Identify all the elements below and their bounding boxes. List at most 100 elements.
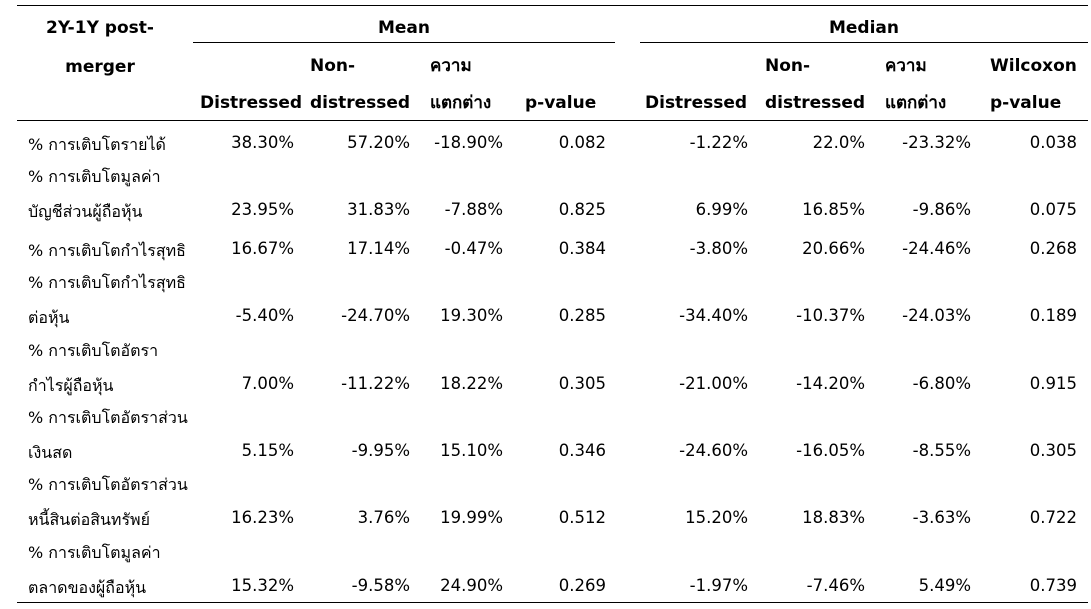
row-label-line2: เงินสด xyxy=(28,443,73,462)
table-cell: 0.075 xyxy=(1029,200,1077,219)
column-header-6-line2: distressed xyxy=(765,93,866,113)
table-cell: 0.305 xyxy=(1029,441,1077,460)
table-cell: 0.512 xyxy=(558,508,606,527)
table-cell: 0.825 xyxy=(558,200,606,219)
table-cell: 0.305 xyxy=(558,374,606,393)
table-cell: -3.80% xyxy=(689,239,748,258)
table-cell: -9.58% xyxy=(351,576,410,595)
table-cell: -5.40% xyxy=(235,306,294,325)
row-label-line1: % การเติบโตมูลค่า xyxy=(28,167,161,186)
table-cell: 18.83% xyxy=(802,508,865,527)
table-cell: -9.95% xyxy=(351,441,410,460)
table-cell: 7.00% xyxy=(241,374,294,393)
table-cell: 0.082 xyxy=(558,133,606,152)
row-label-header-line2: merger xyxy=(65,57,135,77)
column-header-3-line1: ความ xyxy=(430,56,472,76)
row-label-line2: % การเติบโตรายได้ xyxy=(28,135,166,154)
table-cell: -1.97% xyxy=(689,576,748,595)
table-cell: 15.32% xyxy=(231,576,294,595)
column-header-8-line1: Wilcoxon xyxy=(990,56,1077,76)
row-label-line1: % การเติบโตอัตราส่วน xyxy=(28,408,188,427)
table-cell: 38.30% xyxy=(231,133,294,152)
row-label-header-line1: 2Y-1Y post- xyxy=(46,18,154,38)
row-label-line2: ตลาดของผู้ถือหุ้น xyxy=(28,578,147,597)
row-label-line1: % การเติบโตอัตราส่วน xyxy=(28,475,188,494)
column-header-7-line1: ความ xyxy=(885,56,927,76)
table-cell: 0.915 xyxy=(1029,374,1077,393)
table-top-rule xyxy=(17,5,1088,6)
table-cell: 0.268 xyxy=(1029,239,1077,258)
table-cell: -18.90% xyxy=(434,133,503,152)
table-cell: 16.67% xyxy=(231,239,294,258)
table-cell: -34.40% xyxy=(679,306,748,325)
table-cell: 16.23% xyxy=(231,508,294,527)
table-cell: 0.384 xyxy=(558,239,606,258)
table-cell: 5.15% xyxy=(241,441,294,460)
table-cell: -24.03% xyxy=(902,306,971,325)
table-cell: -7.88% xyxy=(444,200,503,219)
table-cell: 0.346 xyxy=(558,441,606,460)
median-group-header: Median xyxy=(828,18,900,38)
table-cell: 15.10% xyxy=(440,441,503,460)
table-cell: 6.99% xyxy=(695,200,748,219)
table-cell: 0.038 xyxy=(1029,133,1077,152)
table-cell: 0.285 xyxy=(558,306,606,325)
median-group-rule xyxy=(640,42,1088,43)
table-cell: 23.95% xyxy=(231,200,294,219)
table-cell: 31.83% xyxy=(347,200,410,219)
row-label-line2: ต่อหุ้น xyxy=(28,308,70,327)
column-header-1-line2: Distressed xyxy=(200,93,303,113)
table-cell: -11.22% xyxy=(341,374,410,393)
table-bottom-rule xyxy=(17,602,1088,603)
table-cell: -7.46% xyxy=(806,576,865,595)
table-cell: -14.20% xyxy=(796,374,865,393)
row-label-line2: หนี้สินต่อสินทรัพย์ xyxy=(28,510,150,529)
table-cell: -23.32% xyxy=(902,133,971,152)
table-cell: -24.46% xyxy=(902,239,971,258)
row-label-line1: % การเติบโตอัตรา xyxy=(28,341,159,360)
column-header-2-line2: distressed xyxy=(310,93,411,113)
table-cell: -21.00% xyxy=(679,374,748,393)
table-cell: 57.20% xyxy=(347,133,410,152)
table-cell: -8.55% xyxy=(912,441,971,460)
table-cell: -1.22% xyxy=(689,133,748,152)
table-cell: 3.76% xyxy=(357,508,410,527)
table-cell: -16.05% xyxy=(796,441,865,460)
table-cell: 22.0% xyxy=(812,133,865,152)
row-label-line2: % การเติบโตกำไรสุทธิ xyxy=(28,241,186,260)
table-cell: 18.22% xyxy=(440,374,503,393)
column-header-8-line2: p-value xyxy=(990,93,1062,113)
table-cell: 5.49% xyxy=(918,576,971,595)
row-label-line2: บัญชีส่วนผู้ถือหุ้น xyxy=(28,202,143,221)
header-bottom-rule xyxy=(17,120,1088,121)
table-cell: -0.47% xyxy=(444,239,503,258)
table-cell: -6.80% xyxy=(912,374,971,393)
mean-group-header: Mean xyxy=(377,18,431,38)
row-label-line1: % การเติบโตกำไรสุทธิ xyxy=(28,273,186,292)
table-cell: -24.70% xyxy=(341,306,410,325)
table-cell: 19.99% xyxy=(440,508,503,527)
table-cell: -3.63% xyxy=(912,508,971,527)
row-label-line2: กำไรผู้ถือหุ้น xyxy=(28,376,114,395)
row-label-line1: % การเติบโตมูลค่า xyxy=(28,543,161,562)
table-cell: 17.14% xyxy=(347,239,410,258)
table-cell: 16.85% xyxy=(802,200,865,219)
column-header-3-line2: แตกต่าง xyxy=(430,93,492,113)
table-cell: 19.30% xyxy=(440,306,503,325)
table-cell: 0.189 xyxy=(1029,306,1077,325)
column-header-5-line2: Distressed xyxy=(645,93,748,113)
table-cell: 0.739 xyxy=(1029,576,1077,595)
table-cell: 0.269 xyxy=(558,576,606,595)
table-cell: 0.722 xyxy=(1029,508,1077,527)
mean-group-rule xyxy=(193,42,615,43)
column-header-6-line1: Non- xyxy=(765,56,811,76)
column-header-2-line1: Non- xyxy=(310,56,356,76)
table-cell: -9.86% xyxy=(912,200,971,219)
table-cell: 20.66% xyxy=(802,239,865,258)
column-header-7-line2: แตกต่าง xyxy=(885,93,947,113)
table-cell: 24.90% xyxy=(440,576,503,595)
table-cell: -10.37% xyxy=(796,306,865,325)
table-cell: 15.20% xyxy=(685,508,748,527)
table-cell: -24.60% xyxy=(679,441,748,460)
column-header-4-line2: p-value xyxy=(525,93,597,113)
